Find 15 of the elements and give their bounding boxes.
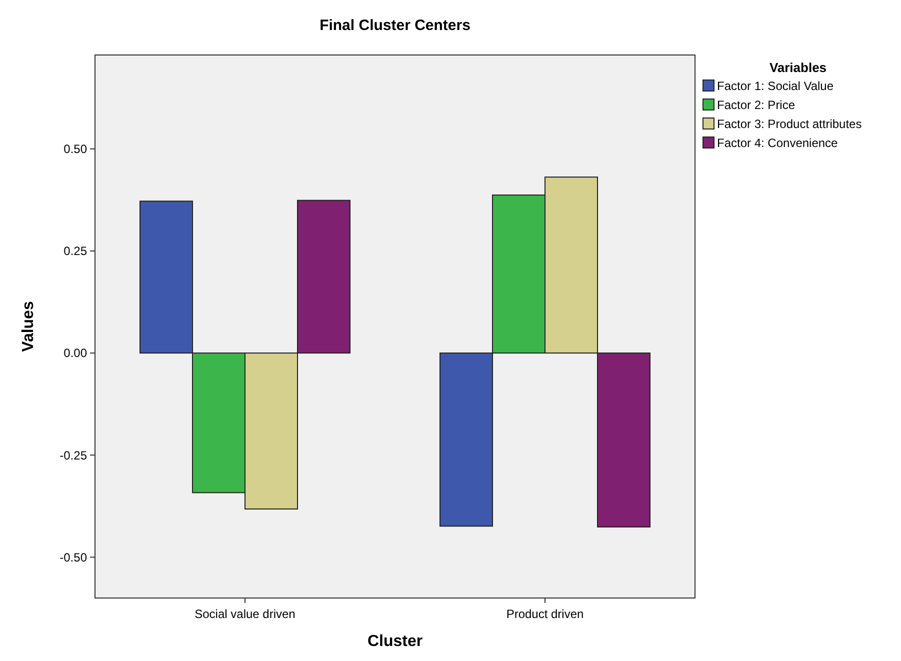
legend-label: Factor 3: Product attributes [717, 117, 862, 131]
y-tick-label: -0.25 [60, 448, 88, 462]
x-tick-label: Social value driven [194, 607, 296, 621]
y-tick-label: 0.50 [64, 142, 88, 156]
legend-label: Factor 4: Convenience [717, 136, 838, 150]
x-tick-label: Product driven [506, 607, 584, 621]
y-tick-label: 0.00 [64, 346, 88, 360]
x-axis-title: Cluster [367, 633, 423, 650]
legend-label: Factor 2: Price [717, 98, 796, 112]
legend-label: Factor 1: Social Value [717, 79, 834, 93]
y-tick-label: -0.50 [60, 550, 88, 564]
chart-title: Final Cluster Centers [320, 17, 470, 34]
y-tick-label: 0.25 [64, 244, 88, 258]
legend-title: Variables [769, 60, 827, 75]
y-axis-title: Values [20, 301, 37, 352]
